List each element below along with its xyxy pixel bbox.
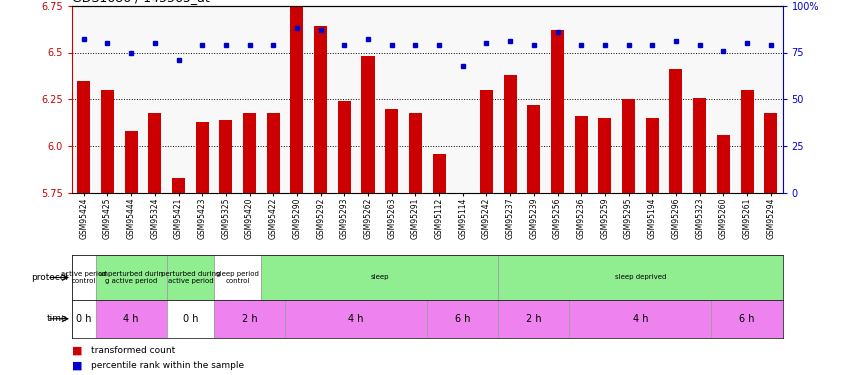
Text: 6 h: 6 h bbox=[455, 314, 470, 324]
Bar bbox=[77, 81, 91, 193]
Text: 0 h: 0 h bbox=[76, 314, 91, 324]
Bar bbox=[622, 99, 635, 193]
Bar bbox=[498, 255, 783, 300]
Bar bbox=[527, 105, 541, 193]
Bar bbox=[314, 26, 327, 193]
Bar bbox=[740, 90, 754, 193]
Bar bbox=[261, 255, 498, 300]
Text: sleep: sleep bbox=[371, 274, 389, 280]
Text: sleep period
control: sleep period control bbox=[217, 271, 259, 284]
Bar bbox=[480, 90, 493, 193]
Bar bbox=[72, 300, 96, 338]
Bar bbox=[598, 118, 612, 193]
Bar bbox=[266, 112, 280, 193]
Text: ■: ■ bbox=[72, 346, 82, 355]
Bar bbox=[195, 122, 209, 193]
Text: 2 h: 2 h bbox=[242, 314, 257, 324]
Text: unperturbed durin
g active period: unperturbed durin g active period bbox=[99, 271, 163, 284]
Text: 4 h: 4 h bbox=[124, 314, 139, 324]
Bar bbox=[101, 90, 114, 193]
Bar bbox=[498, 300, 569, 338]
Bar bbox=[167, 300, 214, 338]
Bar bbox=[96, 300, 167, 338]
Text: 2 h: 2 h bbox=[526, 314, 541, 324]
Text: ■: ■ bbox=[72, 361, 82, 370]
Bar bbox=[456, 193, 470, 278]
Bar bbox=[172, 178, 185, 193]
Text: perturbed during
active period: perturbed during active period bbox=[161, 271, 220, 284]
Bar bbox=[124, 131, 138, 193]
Bar bbox=[243, 112, 256, 193]
Text: transformed count: transformed count bbox=[91, 346, 175, 355]
Bar bbox=[385, 109, 398, 193]
Text: active period
control: active period control bbox=[61, 271, 107, 284]
Bar bbox=[427, 300, 498, 338]
Text: percentile rank within the sample: percentile rank within the sample bbox=[91, 361, 244, 370]
Bar bbox=[693, 98, 706, 193]
Text: 4 h: 4 h bbox=[349, 314, 364, 324]
Bar bbox=[290, 8, 304, 193]
Bar bbox=[574, 116, 588, 193]
Text: 0 h: 0 h bbox=[183, 314, 198, 324]
Bar bbox=[96, 255, 167, 300]
Bar bbox=[285, 300, 427, 338]
Bar bbox=[764, 112, 777, 193]
Text: sleep deprived: sleep deprived bbox=[615, 274, 666, 280]
Text: time: time bbox=[47, 314, 68, 323]
Bar bbox=[503, 75, 517, 193]
Text: 4 h: 4 h bbox=[633, 314, 648, 324]
Bar bbox=[214, 300, 285, 338]
Text: 6 h: 6 h bbox=[739, 314, 755, 324]
Bar bbox=[569, 300, 711, 338]
Bar bbox=[711, 300, 783, 338]
Text: GDS1686 / 145565_at: GDS1686 / 145565_at bbox=[72, 0, 210, 4]
Bar bbox=[432, 154, 446, 193]
Bar bbox=[219, 120, 233, 193]
Bar bbox=[409, 112, 422, 193]
Bar bbox=[214, 255, 261, 300]
Bar bbox=[167, 255, 214, 300]
Text: protocol: protocol bbox=[30, 273, 68, 282]
Bar bbox=[338, 101, 351, 193]
Bar bbox=[717, 135, 730, 193]
Bar bbox=[72, 255, 96, 300]
Bar bbox=[148, 112, 162, 193]
Bar bbox=[551, 30, 564, 193]
Bar bbox=[669, 69, 683, 193]
Bar bbox=[361, 56, 375, 193]
Bar bbox=[645, 118, 659, 193]
